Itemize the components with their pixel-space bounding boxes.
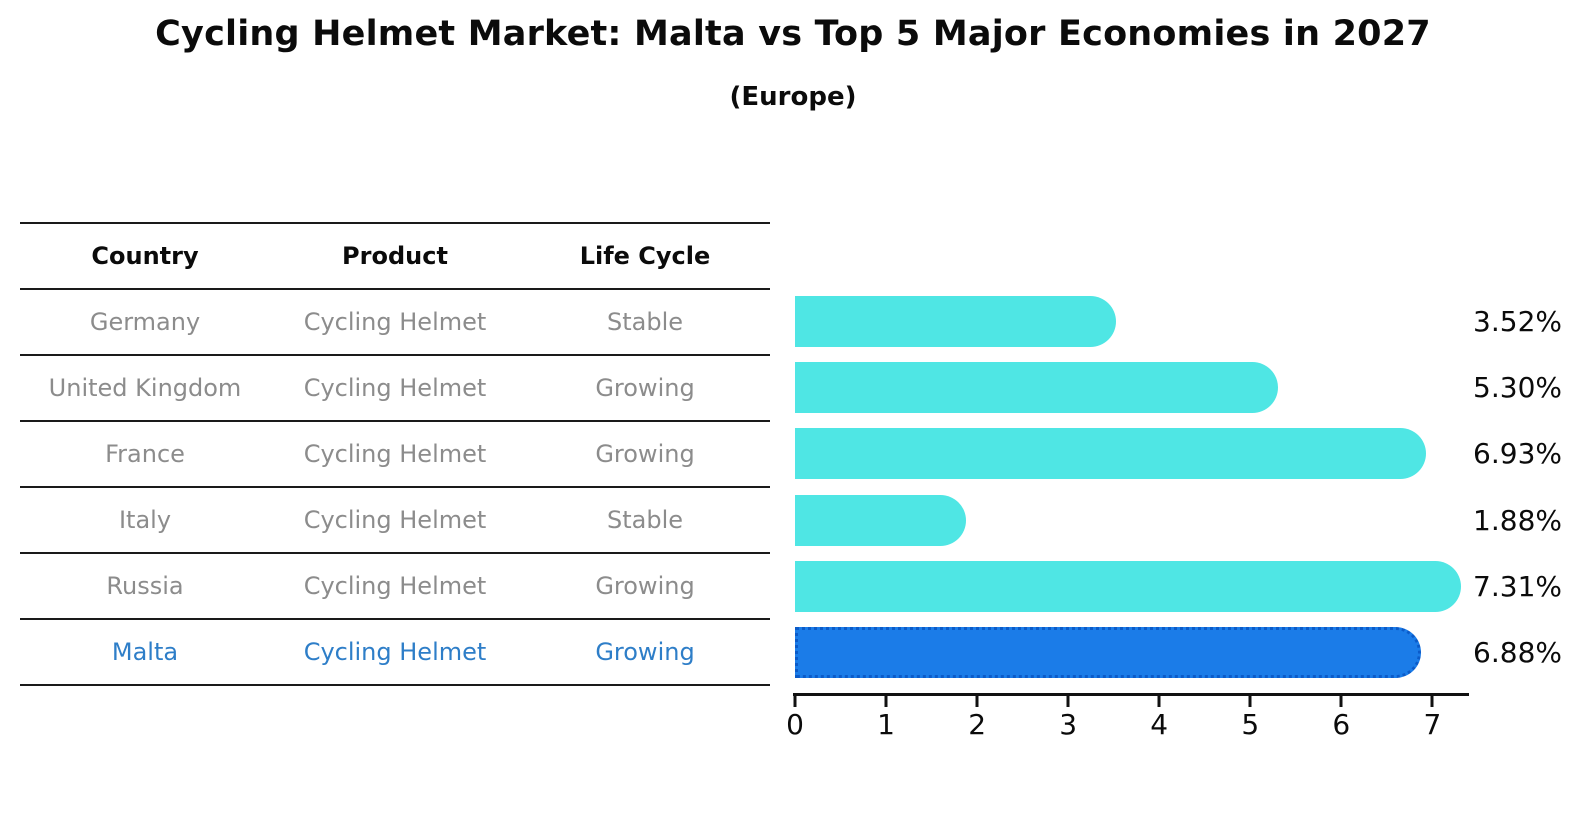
country-cell: France [105,440,185,468]
x-axis-tick-label: 1 [877,708,895,741]
x-axis-tick-label: 2 [968,708,987,741]
column-header-country: Country [91,242,199,270]
x-axis-ticks: 0 1 2 3 4 5 6 7 [786,696,1467,742]
life-cycle-cell: Growing [595,374,695,402]
life-cycle-cell: Growing [595,572,695,600]
page-title: Cycling Helmet Market: Malta vs Top 5 Ma… [155,14,1431,54]
value-label-italy: 1.88% [1473,503,1562,537]
bar-row-france [795,421,1467,487]
bar-row-united-kingdom [795,354,1467,420]
x-axis-line [793,693,1469,696]
table-row-russia: Russia Cycling Helmet Growing [20,554,770,620]
column-header-product: Product [342,242,448,270]
country-cell: Germany [89,308,201,336]
page-subtitle: (Europe) [729,82,857,112]
x-axis-tick-label: 7 [1423,708,1442,741]
country-table: Country Product Life Cycle Germany Cycli… [20,222,770,686]
life-cycle-cell: Growing [595,440,695,468]
x-axis-tick-label: 3 [1059,708,1078,741]
bar-chart-area [795,288,1467,686]
bar-france [795,428,1427,480]
life-cycle-cell: Growing [595,638,695,666]
table-row-united-kingdom: United Kingdom Cycling Helmet Growing [20,356,770,422]
product-cell: Cycling Helmet [303,440,487,468]
bar-row-malta [795,620,1467,686]
country-cell: Russia [106,572,184,600]
bar-germany [795,295,1116,347]
country-cell: Italy [118,506,172,534]
x-axis-tick [975,696,979,707]
value-label-united-kingdom: 5.30% [1473,370,1562,404]
x-axis-tick [884,696,888,707]
x-axis-tick-label: 5 [1241,708,1260,741]
product-cell: Cycling Helmet [303,638,487,666]
x-axis-tick-label: 0 [786,708,804,741]
x-axis-tick-label: 4 [1150,708,1169,741]
x-axis-tick-label: 6 [1332,708,1351,741]
table-row-germany: Germany Cycling Helmet Stable [20,290,770,356]
bar-row-russia [795,553,1467,619]
value-label-germany: 3.52% [1473,304,1562,338]
bar-united-kingdom [795,361,1278,413]
value-label-france: 6.93% [1473,437,1562,471]
x-axis-tick [1248,696,1252,707]
x-axis-tick [793,696,797,707]
product-cell: Cycling Helmet [303,506,487,534]
bar-row-germany [795,288,1467,354]
life-cycle-cell: Stable [606,506,684,534]
value-label-malta: 6.88% [1473,636,1562,670]
bar-russia [795,560,1461,612]
table-header-row: Country Product Life Cycle [20,222,770,290]
table-row-italy: Italy Cycling Helmet Stable [20,488,770,554]
table-row-france: France Cycling Helmet Growing [20,422,770,488]
country-cell: United Kingdom [48,374,242,402]
country-cell: Malta [111,638,179,666]
table-row-malta: Malta Cycling Helmet Growing [20,620,770,686]
bar-italy [795,494,967,546]
life-cycle-cell: Stable [606,308,684,336]
x-axis-tick [1157,696,1161,707]
bar-row-italy [795,487,1467,553]
product-cell: Cycling Helmet [303,308,487,336]
value-label-russia: 7.31% [1473,569,1562,603]
column-header-life-cycle: Life Cycle [579,242,711,270]
bar-value-labels: 3.52% 5.30% 6.93% 1.88% 7.31% 6.88% [1452,288,1562,686]
x-axis-tick [1339,696,1343,707]
product-cell: Cycling Helmet [303,374,487,402]
x-axis-tick [1430,696,1434,707]
product-cell: Cycling Helmet [303,572,487,600]
x-axis-tick [1066,696,1070,707]
bar-malta [795,627,1422,679]
